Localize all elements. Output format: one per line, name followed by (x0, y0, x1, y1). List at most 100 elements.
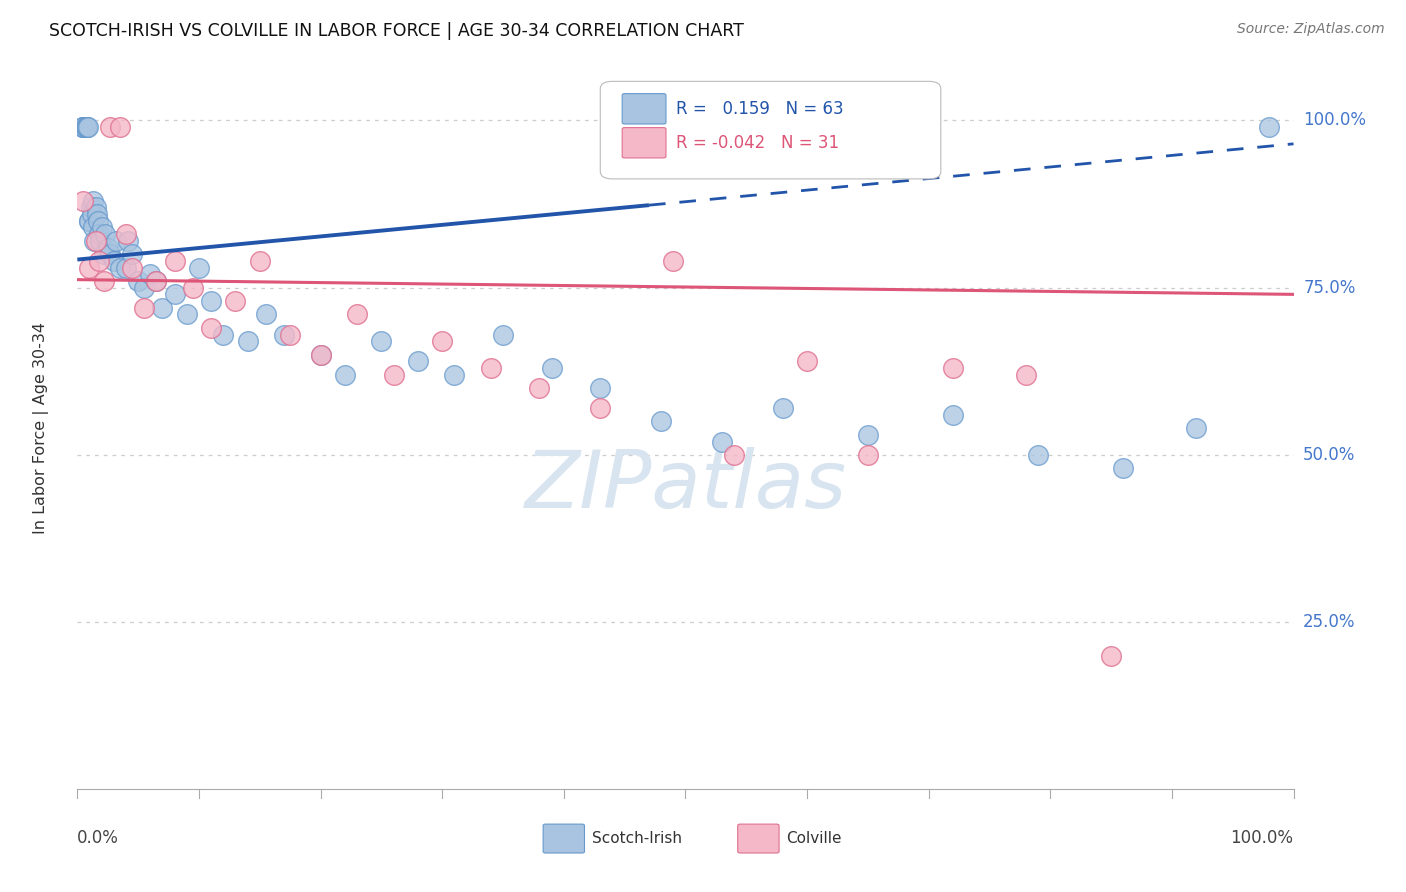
Point (145, 274, 167, 288)
Point (79, 214, 101, 228)
Point (98, 247, 121, 261)
Point (1026, 448, 1049, 462)
Point (121, 247, 143, 261)
Point (72, 120, 94, 135)
Point (86, 207, 108, 221)
Text: R =   0.159   N = 63: R = 0.159 N = 63 (676, 100, 844, 118)
Point (97, 240, 120, 255)
Point (89, 234, 111, 248)
Point (72, 120, 94, 135)
Point (479, 361, 502, 376)
Point (1099, 648, 1122, 663)
Point (117, 234, 139, 248)
Point (1258, 120, 1281, 135)
Point (163, 254, 186, 268)
Point (942, 361, 965, 376)
Point (98, 120, 121, 135)
Point (772, 401, 794, 416)
Point (723, 448, 745, 462)
Point (856, 448, 879, 462)
Point (856, 428, 879, 442)
Point (152, 301, 174, 315)
Point (236, 334, 259, 349)
Point (121, 260, 143, 275)
Point (1015, 368, 1038, 382)
Point (90, 220, 112, 235)
Point (77, 120, 100, 135)
Point (76, 120, 98, 135)
Point (406, 354, 429, 368)
Point (212, 327, 235, 342)
Point (75, 120, 97, 135)
Point (134, 281, 156, 295)
Text: 75.0%: 75.0% (1303, 278, 1355, 297)
Point (80, 201, 103, 215)
Point (249, 254, 271, 268)
Point (94, 227, 117, 242)
Point (529, 381, 551, 395)
Point (127, 274, 149, 288)
Point (589, 381, 612, 395)
Point (163, 287, 186, 301)
Point (1112, 461, 1135, 475)
Point (370, 334, 392, 349)
Point (82, 220, 104, 235)
FancyBboxPatch shape (623, 94, 666, 124)
Point (108, 120, 131, 135)
Point (942, 408, 965, 422)
Text: ZIPatlas: ZIPatlas (524, 447, 846, 525)
FancyBboxPatch shape (543, 824, 585, 853)
Point (79, 214, 101, 228)
Point (662, 254, 685, 268)
Point (79, 260, 101, 275)
Point (492, 327, 515, 342)
Point (83, 234, 105, 248)
Point (89, 227, 111, 242)
Point (89, 254, 111, 268)
Point (84, 234, 107, 248)
Point (796, 354, 818, 368)
Point (200, 321, 222, 335)
Point (650, 414, 672, 429)
Point (710, 434, 733, 449)
Point (82, 194, 104, 208)
Point (346, 307, 368, 322)
FancyBboxPatch shape (738, 824, 779, 853)
Point (333, 368, 356, 382)
Point (309, 348, 332, 362)
Point (589, 401, 612, 416)
Point (382, 368, 405, 382)
Point (224, 294, 246, 309)
Text: Colville: Colville (786, 831, 842, 846)
Text: 100.0%: 100.0% (1230, 830, 1294, 847)
Point (103, 254, 125, 268)
Point (87, 214, 110, 228)
Text: R = -0.042   N = 31: R = -0.042 N = 31 (676, 134, 839, 152)
Point (188, 260, 211, 275)
Point (540, 361, 562, 376)
Point (254, 307, 277, 322)
Text: 0.0%: 0.0% (77, 830, 120, 847)
Point (273, 327, 295, 342)
Point (93, 274, 115, 288)
Text: Scotch-Irish: Scotch-Irish (592, 831, 682, 846)
Text: Source: ZipAtlas.com: Source: ZipAtlas.com (1237, 22, 1385, 37)
Text: In Labor Force | Age 30-34: In Labor Force | Age 30-34 (32, 322, 49, 534)
Point (72, 120, 94, 135)
Point (72, 194, 94, 208)
Point (278, 327, 301, 342)
Point (200, 294, 222, 309)
Point (76, 120, 98, 135)
Point (309, 348, 332, 362)
Point (145, 274, 167, 288)
Point (1185, 421, 1208, 435)
Point (181, 281, 204, 295)
Point (105, 234, 128, 248)
Point (115, 227, 138, 242)
FancyBboxPatch shape (623, 128, 666, 158)
Point (80, 207, 103, 221)
Point (75, 120, 97, 135)
Point (139, 268, 162, 282)
Text: 100.0%: 100.0% (1303, 112, 1367, 129)
Point (72, 120, 94, 135)
